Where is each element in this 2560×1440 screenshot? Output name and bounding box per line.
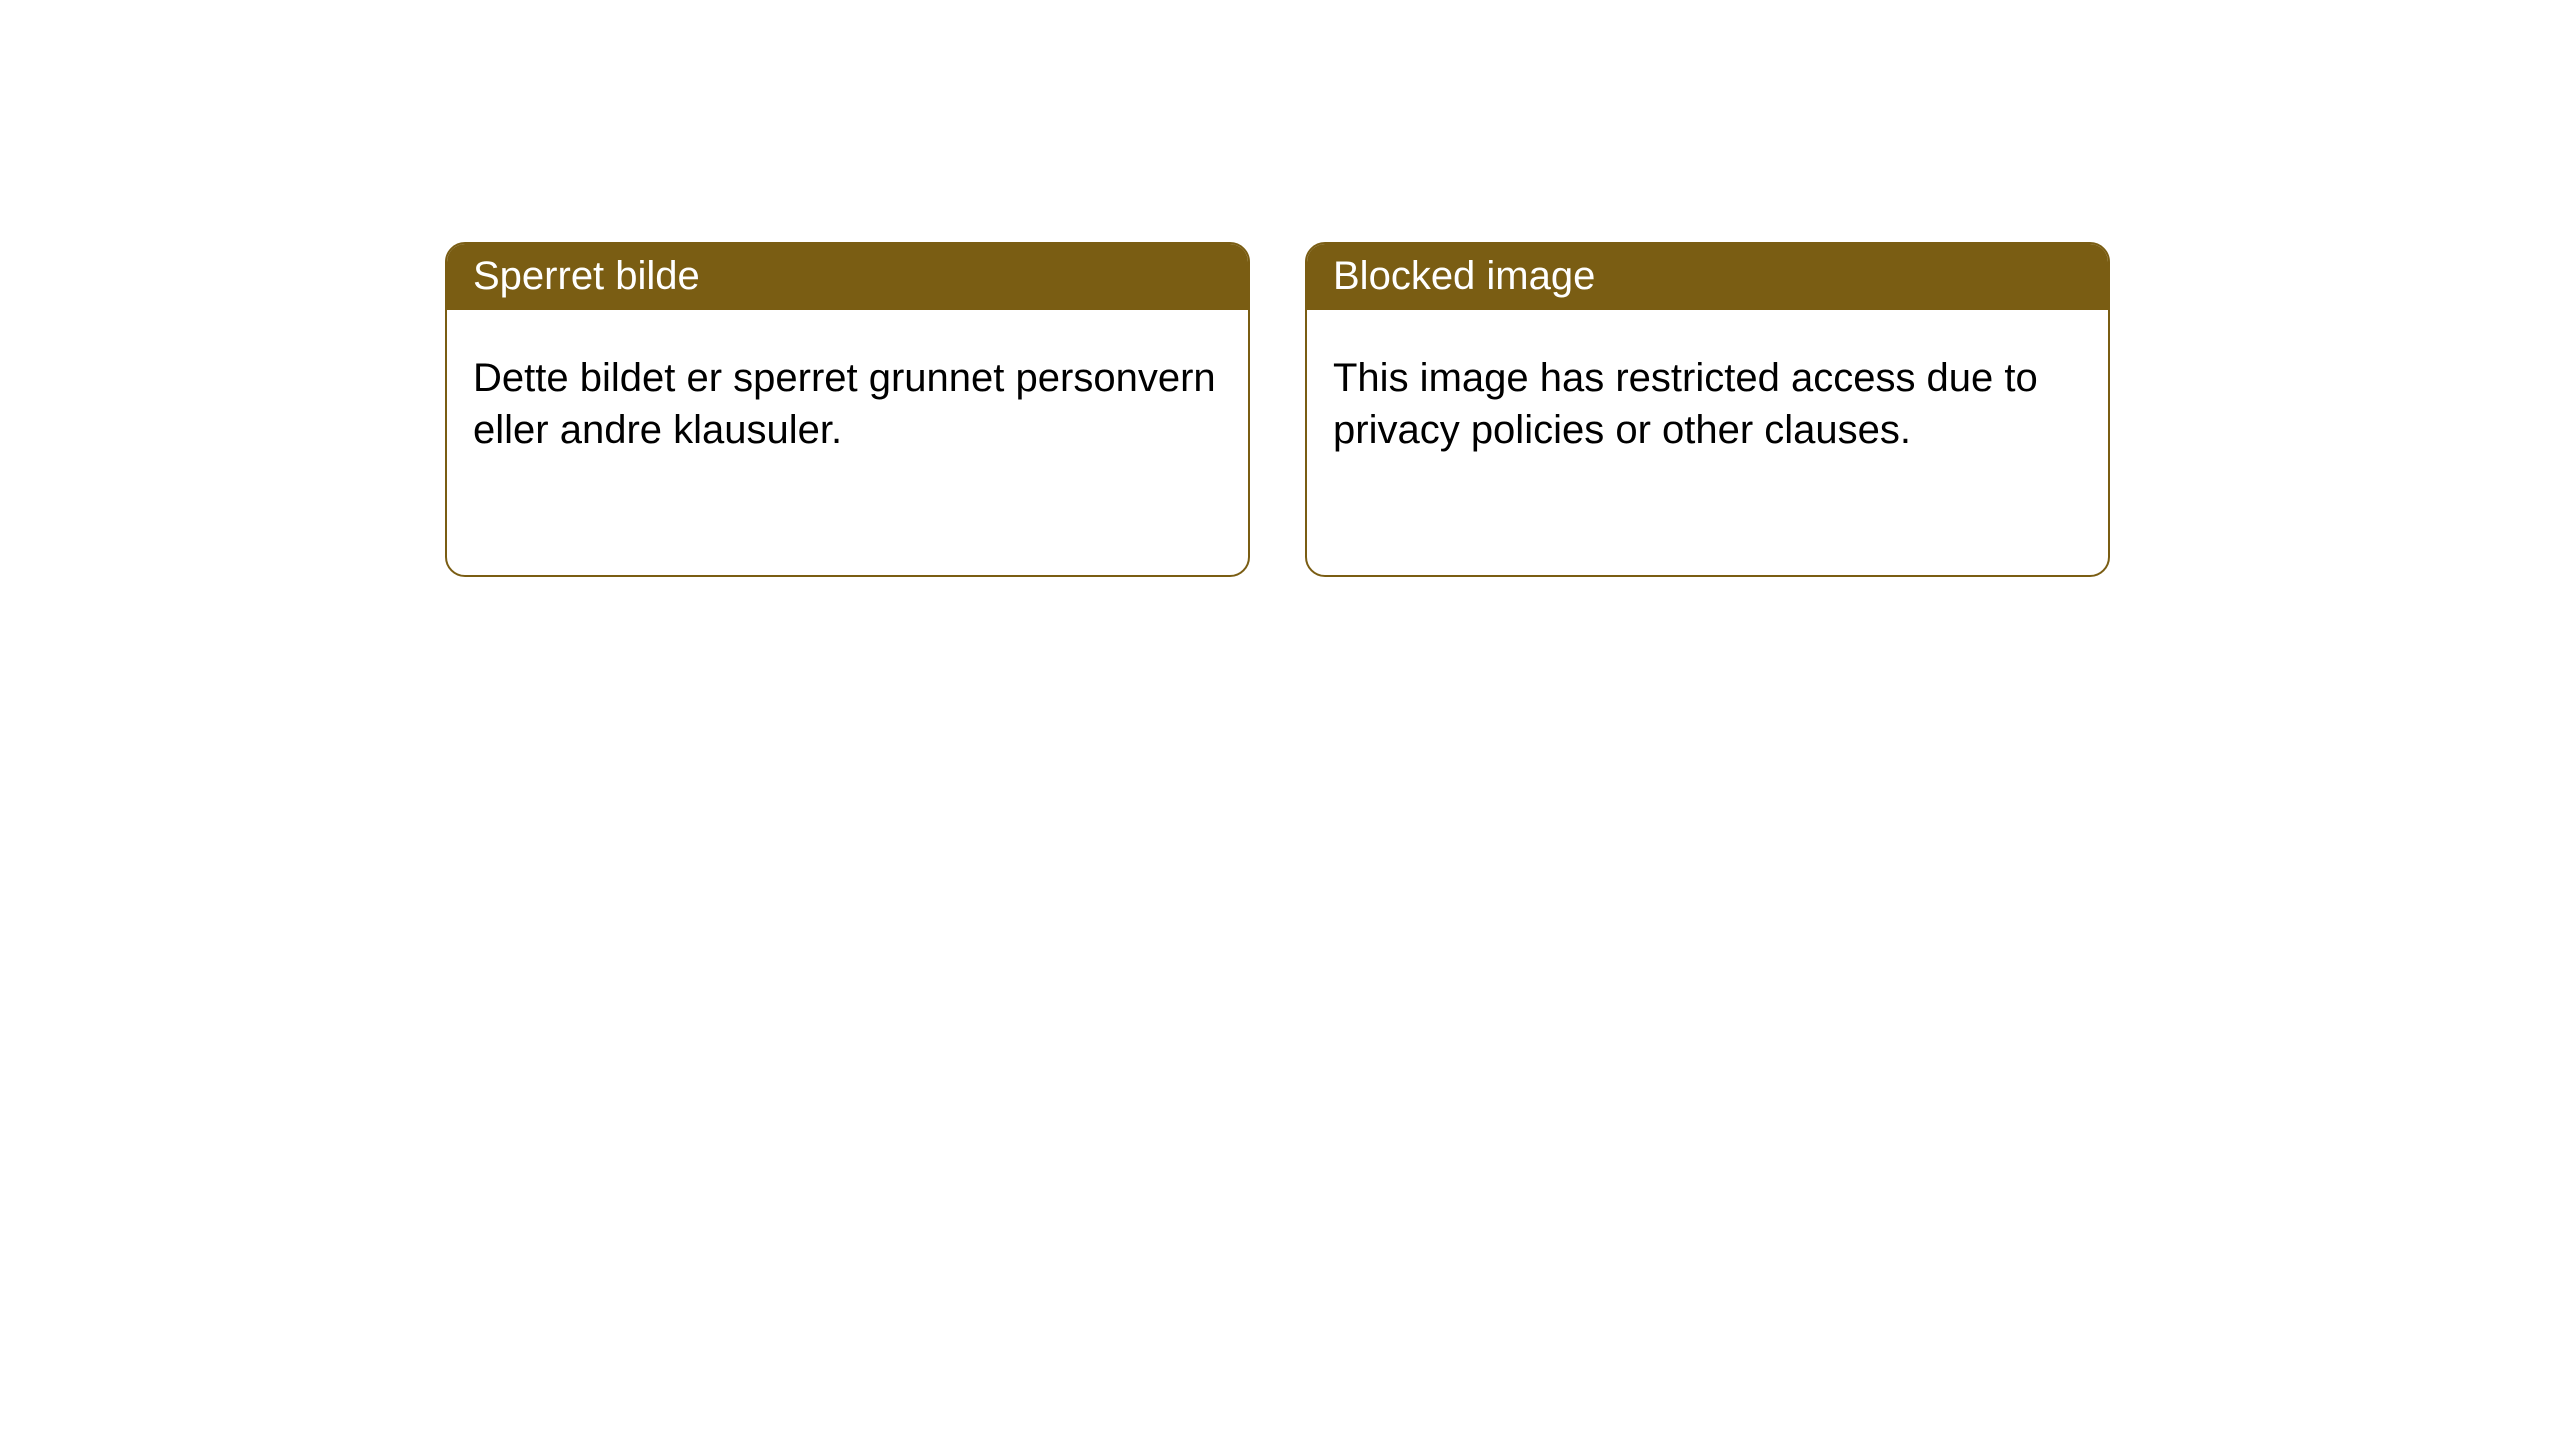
- notice-card-header: Blocked image: [1307, 244, 2108, 310]
- notice-cards-container: Sperret bilde Dette bildet er sperret gr…: [0, 0, 2560, 577]
- notice-card-body: Dette bildet er sperret grunnet personve…: [447, 310, 1248, 482]
- notice-card-header: Sperret bilde: [447, 244, 1248, 310]
- notice-card-norwegian: Sperret bilde Dette bildet er sperret gr…: [445, 242, 1250, 577]
- notice-card-body: This image has restricted access due to …: [1307, 310, 2108, 482]
- notice-card-english: Blocked image This image has restricted …: [1305, 242, 2110, 577]
